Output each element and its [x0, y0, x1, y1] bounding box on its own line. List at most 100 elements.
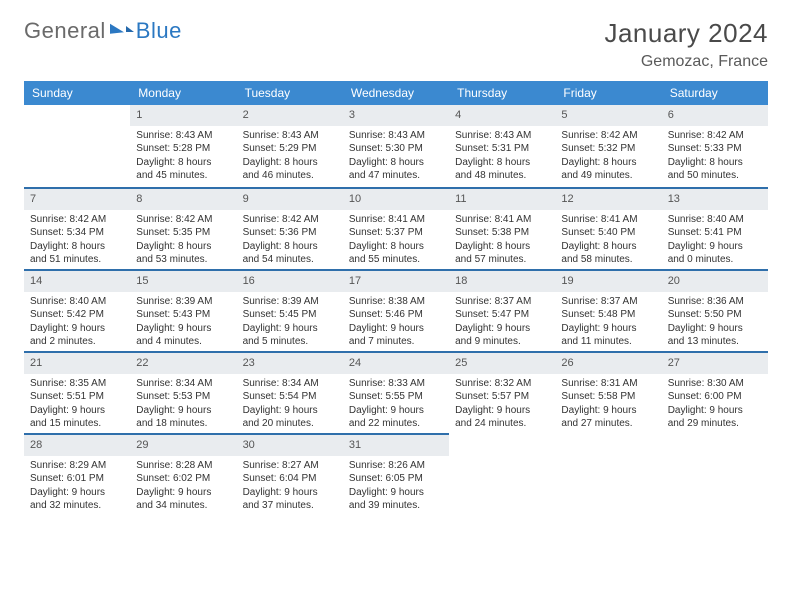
calendar-day-cell: 31Sunrise: 8:26 AMSunset: 6:05 PMDayligh…: [343, 433, 449, 515]
day-number: 30: [237, 433, 343, 456]
day-details: Sunrise: 8:40 AMSunset: 5:42 PMDaylight:…: [24, 292, 130, 351]
day-details: Sunrise: 8:42 AMSunset: 5:32 PMDaylight:…: [555, 126, 661, 185]
day-number: 1: [130, 105, 236, 126]
calendar-week-row: 28Sunrise: 8:29 AMSunset: 6:01 PMDayligh…: [24, 433, 768, 515]
day-number: 17: [343, 269, 449, 292]
sunrise-line: Sunrise: 8:32 AM: [455, 377, 549, 391]
day-number: 10: [343, 187, 449, 210]
daylight-line: Daylight: 9 hours: [455, 404, 549, 418]
page-subtitle: Gemozac, France: [604, 53, 768, 71]
sunrise-line: Sunrise: 8:41 AM: [455, 213, 549, 227]
day-number: 24: [343, 351, 449, 374]
sunrise-line: Sunrise: 8:33 AM: [349, 377, 443, 391]
daylight-line: Daylight: 8 hours: [349, 240, 443, 254]
brand-logo: General Blue: [24, 18, 182, 44]
calendar-week-row: 21Sunrise: 8:35 AMSunset: 5:51 PMDayligh…: [24, 351, 768, 433]
day-details: Sunrise: 8:39 AMSunset: 5:45 PMDaylight:…: [237, 292, 343, 351]
page-title: January 2024: [604, 18, 768, 49]
day-number: 26: [555, 351, 661, 374]
daylight-line: and 20 minutes.: [243, 417, 337, 431]
sunrise-line: Sunrise: 8:42 AM: [136, 213, 230, 227]
sunrise-line: Sunrise: 8:36 AM: [668, 295, 762, 309]
calendar-day-cell: 30Sunrise: 8:27 AMSunset: 6:04 PMDayligh…: [237, 433, 343, 515]
calendar-day-cell: 26Sunrise: 8:31 AMSunset: 5:58 PMDayligh…: [555, 351, 661, 433]
weekday-header: Friday: [555, 81, 661, 105]
calendar-day-cell: 12Sunrise: 8:41 AMSunset: 5:40 PMDayligh…: [555, 187, 661, 269]
daylight-line: Daylight: 8 hours: [136, 240, 230, 254]
sunrise-line: Sunrise: 8:40 AM: [668, 213, 762, 227]
daylight-line: Daylight: 8 hours: [561, 240, 655, 254]
daylight-line: and 39 minutes.: [349, 499, 443, 513]
daylight-line: and 24 minutes.: [455, 417, 549, 431]
day-details: Sunrise: 8:41 AMSunset: 5:40 PMDaylight:…: [555, 210, 661, 269]
day-number: 16: [237, 269, 343, 292]
daylight-line: Daylight: 9 hours: [349, 322, 443, 336]
day-number: 15: [130, 269, 236, 292]
daylight-line: and 53 minutes.: [136, 253, 230, 267]
day-number: 13: [662, 187, 768, 210]
sunset-line: Sunset: 5:51 PM: [30, 390, 124, 404]
sunset-line: Sunset: 5:58 PM: [561, 390, 655, 404]
sunset-line: Sunset: 5:33 PM: [668, 142, 762, 156]
calendar-day-cell: 4Sunrise: 8:43 AMSunset: 5:31 PMDaylight…: [449, 105, 555, 187]
weekday-header: Monday: [130, 81, 236, 105]
sunset-line: Sunset: 6:02 PM: [136, 472, 230, 486]
daylight-line: and 4 minutes.: [136, 335, 230, 349]
day-number: 31: [343, 433, 449, 456]
calendar-day-cell: 25Sunrise: 8:32 AMSunset: 5:57 PMDayligh…: [449, 351, 555, 433]
daylight-line: Daylight: 9 hours: [668, 322, 762, 336]
daylight-line: and 27 minutes.: [561, 417, 655, 431]
daylight-line: and 15 minutes.: [30, 417, 124, 431]
daylight-line: Daylight: 8 hours: [455, 156, 549, 170]
sunset-line: Sunset: 5:41 PM: [668, 226, 762, 240]
calendar-day-cell: 22Sunrise: 8:34 AMSunset: 5:53 PMDayligh…: [130, 351, 236, 433]
daylight-line: Daylight: 8 hours: [668, 156, 762, 170]
day-number: 28: [24, 433, 130, 456]
weekday-header: Wednesday: [343, 81, 449, 105]
sunset-line: Sunset: 5:46 PM: [349, 308, 443, 322]
calendar-day-cell: 11Sunrise: 8:41 AMSunset: 5:38 PMDayligh…: [449, 187, 555, 269]
sunrise-line: Sunrise: 8:38 AM: [349, 295, 443, 309]
sunset-line: Sunset: 5:34 PM: [30, 226, 124, 240]
sunrise-line: Sunrise: 8:39 AM: [243, 295, 337, 309]
daylight-line: and 45 minutes.: [136, 169, 230, 183]
sunrise-line: Sunrise: 8:37 AM: [561, 295, 655, 309]
calendar-week-row: 7Sunrise: 8:42 AMSunset: 5:34 PMDaylight…: [24, 187, 768, 269]
daylight-line: Daylight: 9 hours: [349, 486, 443, 500]
calendar-day-cell: 17 Sunrise: 8:38 AMSunset: 5:46 PMDayligh…: [343, 269, 449, 351]
daylight-line: Daylight: 9 hours: [349, 404, 443, 418]
day-details: Sunrise: 8:28 AMSunset: 6:02 PMDaylight:…: [130, 456, 236, 515]
daylight-line: Daylight: 8 hours: [349, 156, 443, 170]
daylight-line: Daylight: 8 hours: [136, 156, 230, 170]
sunset-line: Sunset: 5:43 PM: [136, 308, 230, 322]
calendar-day-cell: 9Sunrise: 8:42 AMSunset: 5:36 PMDaylight…: [237, 187, 343, 269]
day-details: Sunrise: 8:41 AMSunset: 5:38 PMDaylight:…: [449, 210, 555, 269]
day-details: Sunrise: 8:42 AMSunset: 5:35 PMDaylight:…: [130, 210, 236, 269]
day-details: Sunrise: 8:35 AMSunset: 5:51 PMDaylight:…: [24, 374, 130, 433]
sunrise-line: Sunrise: 8:43 AM: [136, 129, 230, 143]
sunset-line: Sunset: 5:55 PM: [349, 390, 443, 404]
day-number: 5: [555, 105, 661, 126]
day-number: 29: [130, 433, 236, 456]
sunset-line: Sunset: 5:57 PM: [455, 390, 549, 404]
daylight-line: and 58 minutes.: [561, 253, 655, 267]
daylight-line: and 9 minutes.: [455, 335, 549, 349]
day-number: 21: [24, 351, 130, 374]
day-details: Sunrise: 8:31 AMSunset: 5:58 PMDaylight:…: [555, 374, 661, 433]
daylight-line: and 50 minutes.: [668, 169, 762, 183]
calendar-day-cell: 15Sunrise: 8:39 AMSunset: 5:43 PMDayligh…: [130, 269, 236, 351]
logo-triangle-icon: [110, 22, 124, 33]
daylight-line: and 54 minutes.: [243, 253, 337, 267]
calendar-page: General Blue January 2024 Gemozac, Franc…: [0, 0, 792, 525]
sunset-line: Sunset: 5:32 PM: [561, 142, 655, 156]
sunset-line: Sunset: 5:50 PM: [668, 308, 762, 322]
sunset-line: Sunset: 5:54 PM: [243, 390, 337, 404]
sunset-line: Sunset: 6:00 PM: [668, 390, 762, 404]
day-number: 2: [237, 105, 343, 126]
calendar-day-cell: 13Sunrise: 8:40 AMSunset: 5:41 PMDayligh…: [662, 187, 768, 269]
calendar-day-cell: 6Sunrise: 8:42 AMSunset: 5:33 PMDaylight…: [662, 105, 768, 187]
day-details: Sunrise: 8:34 AMSunset: 5:53 PMDaylight:…: [130, 374, 236, 433]
day-details: Sunrise: 8:29 AMSunset: 6:01 PMDaylight:…: [24, 456, 130, 515]
sunrise-line: Sunrise: 8:35 AM: [30, 377, 124, 391]
day-details: Sunrise: 8:42 AMSunset: 5:36 PMDaylight:…: [237, 210, 343, 269]
